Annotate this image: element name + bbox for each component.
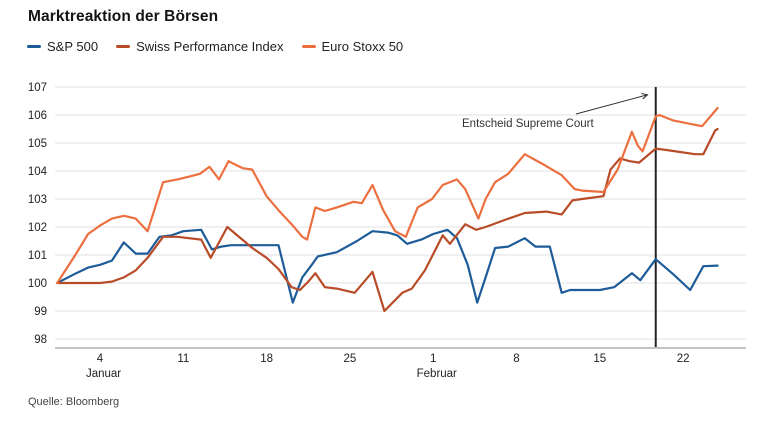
legend-swatch bbox=[27, 45, 41, 48]
annotation-label: Entscheid Supreme Court bbox=[462, 118, 594, 130]
y-tick-label: 100 bbox=[28, 278, 47, 290]
legend-swatch bbox=[301, 45, 316, 48]
y-tick-label: 106 bbox=[28, 110, 47, 122]
x-tick-label: 22 bbox=[677, 353, 690, 365]
series-line-s-p-500 bbox=[56, 228, 719, 304]
x-tick-label: 25 bbox=[344, 353, 357, 365]
y-tick-label: 103 bbox=[28, 194, 47, 206]
x-tick-label: 15 bbox=[593, 353, 606, 365]
series-line-euro-stoxx-50 bbox=[56, 106, 719, 285]
y-tick-label: 107 bbox=[28, 82, 47, 94]
y-tick-label: 104 bbox=[28, 166, 48, 178]
source-note: Quelle: Bloomberg bbox=[28, 396, 120, 408]
x-tick-label: 1 bbox=[430, 353, 436, 365]
legend-label: Euro Stoxx 50 bbox=[321, 39, 404, 54]
month-label: Februar bbox=[417, 368, 457, 380]
x-tick-label: 4 bbox=[97, 353, 104, 365]
annotation-arrow bbox=[575, 93, 649, 115]
legend-item-euro-stoxx-50: Euro Stoxx 50 bbox=[301, 39, 404, 54]
chart-legend: S&P 500 Swiss Performance Index Euro Stoxx… bbox=[27, 39, 403, 54]
series-line-swiss-performance-index bbox=[56, 127, 719, 313]
chart-title: Marktreaktion der Börsen bbox=[28, 8, 219, 25]
x-tick-label: 8 bbox=[513, 353, 519, 365]
legend-swatch bbox=[116, 45, 131, 48]
y-tick-label: 101 bbox=[28, 250, 47, 262]
y-tick-label: 98 bbox=[34, 334, 47, 346]
legend-label: S&P 500 bbox=[47, 39, 99, 54]
y-tick-label: 99 bbox=[34, 306, 47, 318]
y-tick-label: 102 bbox=[28, 222, 47, 234]
legend-item-s-p-500: S&P 500 bbox=[27, 39, 98, 54]
legend-label: Swiss Performance Index bbox=[136, 39, 284, 54]
month-label: Januar bbox=[86, 368, 121, 380]
x-tick-label: 11 bbox=[177, 353, 189, 365]
legend-item-swiss-performance-index: Swiss Performance Index bbox=[116, 39, 284, 54]
x-tick-label: 18 bbox=[260, 353, 273, 365]
y-tick-label: 105 bbox=[28, 138, 47, 150]
